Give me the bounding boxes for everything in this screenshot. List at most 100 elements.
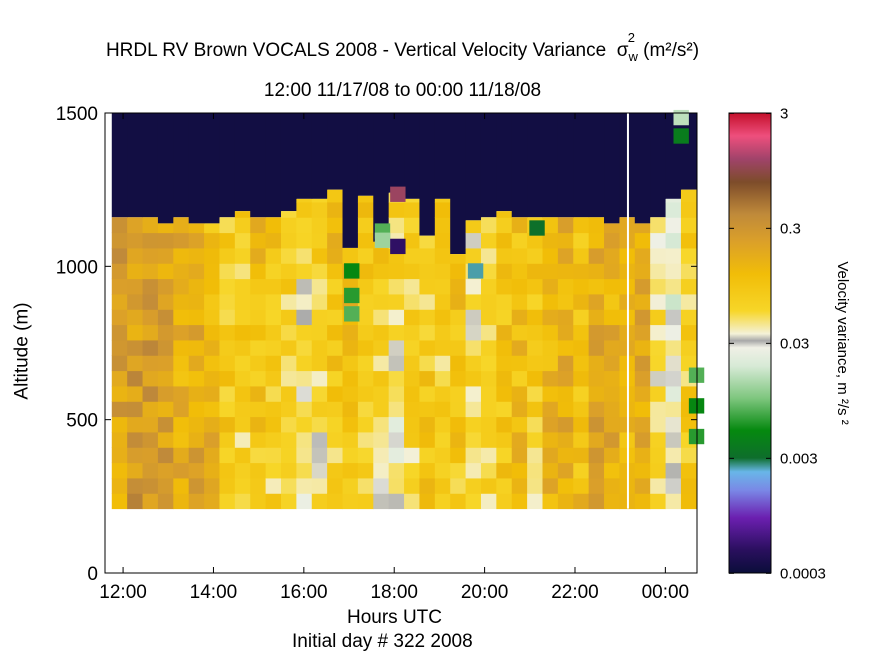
heatmap-cell bbox=[542, 263, 559, 280]
heatmap-cell bbox=[296, 201, 313, 218]
heatmap-cell bbox=[665, 309, 682, 326]
heatmap-cell bbox=[311, 477, 328, 494]
heatmap-cell bbox=[327, 278, 344, 295]
heatmap-cell bbox=[142, 447, 159, 464]
heatmap-cell bbox=[527, 278, 544, 295]
heatmap-cell bbox=[480, 247, 497, 264]
heatmap-cell bbox=[327, 339, 344, 356]
heatmap-cell bbox=[527, 493, 544, 510]
heatmap-cell bbox=[357, 293, 374, 310]
heatmap-cell bbox=[434, 217, 451, 234]
heatmap-cell bbox=[450, 254, 467, 264]
heatmap-cell bbox=[265, 293, 282, 310]
heatmap-cell bbox=[357, 493, 374, 510]
heatmap-cell bbox=[250, 447, 267, 464]
heatmap-cell bbox=[265, 278, 282, 295]
heatmap-cell bbox=[296, 355, 313, 372]
heatmap-cell bbox=[280, 324, 297, 341]
no-signal-cell bbox=[404, 113, 420, 199]
heatmap-cell bbox=[465, 370, 482, 387]
heatmap-cell bbox=[404, 385, 420, 402]
heatmap-cell bbox=[327, 189, 344, 203]
no-signal-cell bbox=[465, 113, 482, 221]
heatmap-cell bbox=[542, 293, 559, 310]
heatmap-cell bbox=[373, 309, 390, 326]
heatmap-cell bbox=[311, 324, 328, 341]
heatmap-cell bbox=[250, 217, 267, 234]
heatmap-cell bbox=[573, 247, 590, 264]
heatmap-cell bbox=[573, 462, 590, 479]
heatmap-cell bbox=[650, 217, 667, 234]
heatmap-cell bbox=[296, 447, 313, 464]
heatmap-cell bbox=[496, 309, 513, 326]
heatmap-cell bbox=[496, 447, 513, 464]
heatmap-cell bbox=[327, 431, 344, 448]
heatmap-cell bbox=[480, 278, 497, 295]
heatmap-cell bbox=[604, 477, 620, 494]
heatmap-cell bbox=[404, 447, 420, 464]
no-signal-cell bbox=[357, 113, 374, 196]
no-signal-cell bbox=[142, 113, 159, 218]
heatmap-cell bbox=[357, 401, 374, 418]
heatmap-cell bbox=[650, 339, 667, 356]
heatmap-cell bbox=[573, 324, 590, 341]
heatmap-cell bbox=[604, 232, 620, 249]
heatmap-cell bbox=[234, 324, 251, 341]
heatmap-cell bbox=[111, 232, 128, 249]
heatmap-cell bbox=[265, 462, 282, 479]
no-signal-cell bbox=[250, 113, 267, 218]
heatmap-cell bbox=[157, 263, 174, 280]
heatmap-cell bbox=[373, 447, 390, 464]
heatmap-cell bbox=[480, 293, 497, 310]
heatmap-cell bbox=[604, 247, 620, 264]
heatmap-cell bbox=[604, 223, 620, 234]
heatmap-cell bbox=[404, 339, 420, 356]
heatmap-cell bbox=[665, 493, 682, 510]
heatmap-cell bbox=[311, 247, 328, 264]
heatmap-cell bbox=[650, 493, 667, 510]
heatmap-cell bbox=[311, 198, 328, 203]
heatmap-cells bbox=[105, 109, 705, 573]
heatmap-cell bbox=[327, 462, 344, 479]
no-signal-cell bbox=[573, 113, 590, 218]
heatmap-cell bbox=[296, 217, 313, 234]
heatmap-cell bbox=[296, 309, 313, 326]
heatmap-cell bbox=[557, 477, 574, 494]
heatmap-cell bbox=[573, 416, 590, 433]
heatmap-cell bbox=[142, 401, 159, 418]
heatmap-cell bbox=[311, 462, 328, 479]
heatmap-cell bbox=[388, 462, 405, 479]
heatmap-cell bbox=[234, 416, 251, 433]
heatmap-cell bbox=[634, 385, 651, 402]
heatmap-cell bbox=[127, 462, 144, 479]
heatmap-cell bbox=[280, 339, 297, 356]
heatmap-cell bbox=[634, 309, 651, 326]
heatmap-cell bbox=[311, 493, 328, 510]
heatmap-cell bbox=[496, 232, 513, 249]
heatmap-cell bbox=[557, 370, 574, 387]
heatmap-cell bbox=[127, 477, 144, 494]
heatmap-cell bbox=[542, 462, 559, 479]
heatmap-cell bbox=[680, 201, 697, 218]
heatmap-cell bbox=[496, 293, 513, 310]
x-tick-label: 16:00 bbox=[280, 582, 328, 603]
heatmap-cell bbox=[250, 339, 267, 356]
heatmap-cell bbox=[450, 385, 467, 402]
heatmap-cell bbox=[634, 401, 651, 418]
heatmap-cell bbox=[604, 431, 620, 448]
heatmap-cell bbox=[173, 247, 190, 264]
heatmap-cell bbox=[404, 278, 420, 295]
heatmap-cell bbox=[588, 355, 605, 372]
heatmap-cell bbox=[388, 324, 405, 341]
heatmap-cell bbox=[219, 217, 236, 234]
heatmap-cell bbox=[450, 493, 467, 510]
heatmap-cell bbox=[434, 339, 451, 356]
heatmap-cell bbox=[388, 370, 405, 387]
heatmap-cell bbox=[634, 355, 651, 372]
heatmap-cell bbox=[634, 431, 651, 448]
heatmap-cell bbox=[388, 401, 405, 418]
heatmap-cell bbox=[204, 447, 220, 464]
heatmap-cell bbox=[604, 416, 620, 433]
heatmap-cell bbox=[542, 447, 559, 464]
heatmap-cell bbox=[527, 385, 544, 402]
